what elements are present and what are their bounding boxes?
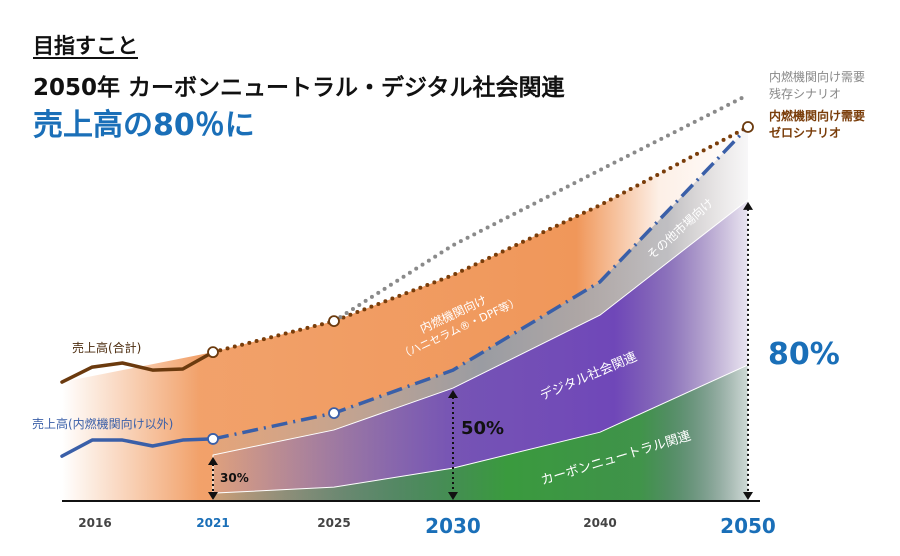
line-non-ice [60, 437, 215, 458]
arrow-down-icon [208, 492, 218, 500]
x-tick-label: 2025 [317, 516, 350, 530]
legend-residual-line2: 残存シナリオ [769, 87, 841, 101]
goal-text: 売上高の80％に [33, 108, 255, 143]
x-tick-label: 2016 [78, 516, 111, 530]
data-point-marker [328, 315, 340, 328]
arrow-down-icon [448, 492, 458, 500]
label-non-ice: 売上高(内燃機関向け以外) [32, 416, 173, 431]
data-point-marker [207, 346, 219, 359]
arrow-up-icon [743, 201, 753, 210]
arrow-down-icon [743, 492, 753, 500]
annotation-label: 80% [768, 337, 840, 372]
line-residual-scenario [332, 92, 750, 324]
x-tick-label: 2030 [425, 514, 481, 538]
data-point-marker [742, 121, 754, 133]
x-tick-label: 2021 [196, 516, 229, 530]
x-tick-label: 2050 [720, 514, 776, 538]
arrow-up-icon [448, 390, 458, 399]
data-point-marker [207, 433, 219, 445]
line-zero-scenario [211, 125, 750, 355]
annotation-label: 30% [220, 471, 249, 485]
legend-zero-line1: 内燃機関向け需要 [769, 108, 865, 123]
data-point-marker [328, 407, 340, 420]
arrow-up-icon [208, 456, 218, 465]
label-total: 売上高(合計) [72, 340, 141, 355]
line-non-ice-forecast [212, 125, 750, 441]
area-carbon-neutral [212, 364, 749, 502]
x-tick-label: 2040 [583, 516, 616, 530]
line-total [60, 350, 215, 384]
annotation-label: 50% [461, 418, 504, 439]
legend-residual-line1: 内燃機関向け需要 [769, 69, 865, 84]
headline: 2050年 カーボンニュートラル・デジタル社会関連 [33, 75, 565, 101]
section-title: 目指すこと [33, 34, 138, 58]
legend-zero-line2: ゼロシナリオ [769, 125, 841, 140]
